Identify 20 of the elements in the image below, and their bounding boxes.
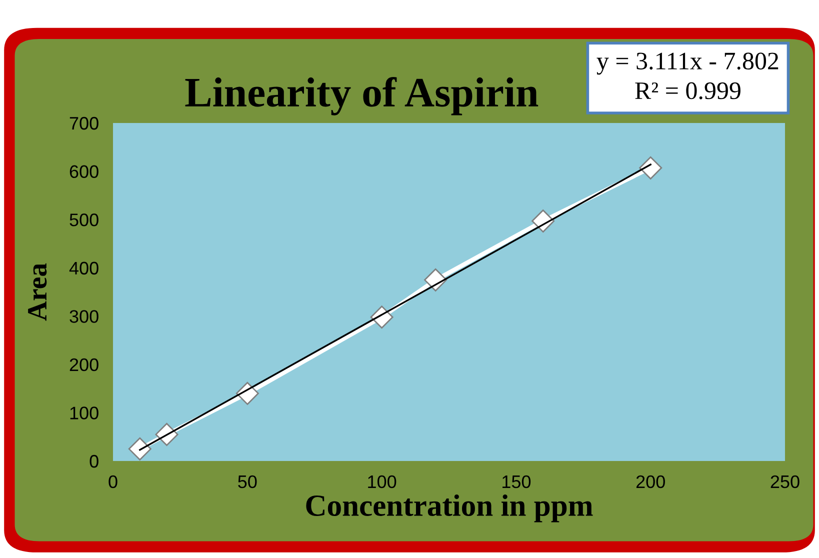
point — [128, 437, 152, 460]
x-tick-label: 0 — [108, 475, 118, 488]
point — [639, 156, 662, 180]
chart-title: Linearity of Aspirin — [185, 76, 538, 116]
x-tick-label: 150 — [502, 475, 531, 488]
y-tick-label: 0 — [90, 454, 98, 468]
x-axis-title: Concentration in ppm — [306, 494, 593, 522]
y-tick-label: 400 — [69, 262, 98, 275]
text: y = 3.111x - 7.802 R² = 0.999 — [596, 52, 778, 100]
x-tick-label: 50 — [238, 475, 257, 488]
y-tick-label: 100 — [70, 406, 98, 420]
x-tick-label: 250 — [770, 475, 800, 488]
y-tick-label: 500 — [70, 214, 98, 226]
y-tick-label: 600 — [70, 165, 98, 178]
y-tick-label: 700 — [70, 116, 98, 130]
y-tick-label: 300 — [70, 310, 98, 323]
y-tick-label: 200 — [70, 358, 98, 372]
x-tick-label: 200 — [636, 475, 665, 488]
x-tick-label: 100 — [368, 475, 396, 488]
y-axis-title: Area — [28, 263, 47, 321]
